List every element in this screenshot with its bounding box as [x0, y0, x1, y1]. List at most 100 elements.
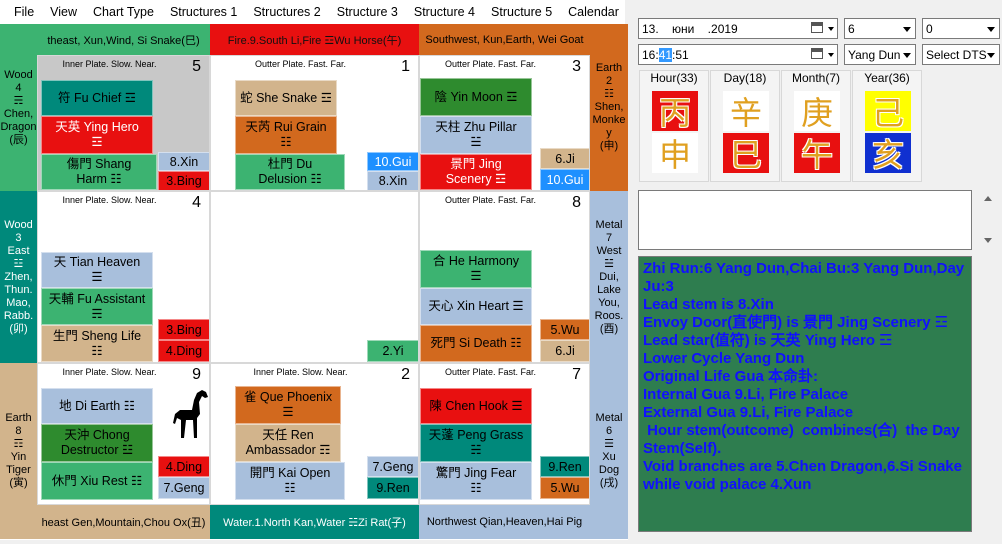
notes-scrollbar[interactable] [975, 190, 1001, 250]
pillar-branch: 申 [652, 133, 698, 174]
door-cell: 傷門 Shang Harm ☷ [41, 154, 157, 190]
horse-icon [173, 390, 208, 438]
pillar-year: Year(36) 己 亥 [852, 70, 922, 182]
menu-structures-1[interactable]: Structures 1 [169, 5, 238, 19]
palace-number: 9 [192, 366, 201, 383]
time-minute-selected: 41 [658, 47, 673, 62]
earth-stem: 10.Gui [540, 169, 589, 190]
deity-cell: 蛇 She Snake ☲ [235, 80, 337, 116]
time-second: :51 [672, 47, 689, 62]
menu-structure-5[interactable]: Structure 5 [491, 5, 553, 19]
deity-cell: 符 Fu Chief ☲ [41, 80, 153, 116]
palace-number: 4 [192, 194, 201, 211]
menu-view[interactable]: View [50, 5, 78, 19]
heaven-stem: 10.Gui [367, 152, 418, 171]
star-cell: 天英 Ying Hero ☲ [41, 116, 153, 154]
pillar-month: Month(7) 庚 午 [781, 70, 851, 182]
earth-stem: 4.Ding [158, 340, 209, 362]
pillar-day: Day(18) 辛 巳 [710, 70, 780, 182]
palace-plate-label: Outter Plate. Fast. Far. [444, 59, 537, 69]
calendar-icon[interactable] [811, 22, 823, 33]
palace-number: 8 [572, 194, 581, 211]
menu-structure-3[interactable]: Structure 3 [336, 5, 398, 19]
scroll-down-icon[interactable] [984, 238, 992, 243]
qimen-chart: theast, Xun,Wind, Si Snake(巳) Fire.9.Sou… [0, 24, 628, 540]
door-cell: 生門 Sheng Life ☷ [41, 325, 153, 362]
palace-number: 3 [572, 58, 581, 75]
palace-8[interactable]: Outter Plate. Fast. Far. 8 合 He Harmony … [419, 191, 590, 363]
star-cell: 天輔 Fu Assistant ☴ [41, 288, 153, 325]
star-cell: 天心 Xin Heart ☰ [420, 288, 532, 325]
deity-cell: 陰 Yin Moon ☲ [420, 78, 532, 116]
menu-file[interactable]: File [14, 5, 35, 19]
deity-cell: 天 Tian Heaven ☰ [41, 252, 153, 288]
palace-number: 1 [401, 58, 410, 75]
palace-3[interactable]: Outter Plate. Fast. Far. 3 陰 Yin Moon ☲ … [419, 55, 590, 191]
dun-select[interactable]: Yang Dun [844, 44, 916, 65]
analysis-text: Zhi Run:6 Yang Dun,Chai Bu:3 Yang Dun,Da… [643, 260, 965, 493]
heaven-stem: 4.Ding [158, 456, 209, 477]
splitter[interactable] [628, 0, 634, 544]
palace-number: 5 [192, 58, 201, 75]
palace-4[interactable]: Inner Plate. Slow. Near. 4 天 Tian Heaven… [37, 191, 210, 363]
deity-cell: 地 Di Earth ☷ [41, 388, 153, 424]
band-southwest: Southwest, Kun,Earth, Wei Goat [419, 24, 590, 55]
analysis-panel: Zhi Run:6 Yang Dun,Chai Bu:3 Yang Dun,Da… [638, 256, 972, 532]
dun-value: Yang Dun [848, 47, 901, 62]
ju-number-select[interactable]: 6 [844, 18, 916, 39]
chevron-down-icon [903, 52, 911, 58]
palace-5[interactable]: Inner Plate. Slow. Near. 5 符 Fu Chief ☲ … [37, 55, 210, 191]
pillar-branch: 亥 [865, 133, 911, 174]
palace-plate-label: Inner Plate. Slow. Near. [62, 195, 157, 205]
door-cell: 死門 Si Death ☷ [420, 325, 532, 362]
band-south: Fire.9.South Li,Fire ☲Wu Horse(午) [210, 24, 419, 55]
palace-1[interactable]: Outter Plate. Fast. Far. 1 蛇 She Snake ☲… [210, 55, 419, 191]
chevron-down-icon [828, 52, 834, 57]
menu-structure-4[interactable]: Structure 4 [413, 5, 476, 19]
star-cell: 天蓬 Peng Grass ☵ [420, 424, 532, 462]
dts-select[interactable]: Select DTS [922, 44, 1000, 65]
star-cell: 天沖 Chong Destructor ☳ [41, 424, 153, 462]
side-southwest: Earth 2 ☷ Shen, Monke y (申) [590, 24, 628, 191]
date-picker[interactable]: 13. юни .2019 [638, 18, 838, 39]
offset-select[interactable]: 0 [922, 18, 1000, 39]
chevron-down-icon [987, 26, 995, 32]
palace-2[interactable]: Inner Plate. Slow. Near. 2 雀 Que Phoenix… [210, 363, 419, 505]
earth-stem: 9.Ren [367, 477, 418, 499]
pillar-stem: 庚 [794, 91, 840, 132]
deity-cell: 雀 Que Phoenix ☰ [235, 386, 341, 424]
band-northeast: heast Gen,Mountain,Chou Ox(丑) [37, 505, 210, 539]
band-southeast: theast, Xun,Wind, Si Snake(巳) [37, 24, 210, 55]
earth-stem: 8.Xin [367, 171, 418, 190]
calendar-icon[interactable] [811, 48, 823, 59]
heaven-stem: 8.Xin [158, 152, 209, 171]
menu-chart-type[interactable]: Chart Type [93, 5, 154, 19]
menu-structures-2[interactable]: Structures 2 [253, 5, 321, 19]
chevron-down-icon [903, 26, 911, 32]
menu-bar: File View Chart Type Structures 1 Struct… [0, 0, 625, 24]
heaven-stem: 5.Wu [540, 319, 589, 340]
heaven-stem: 3.Bing [158, 319, 209, 340]
palace-number: 7 [572, 366, 581, 383]
star-cell: 天任 Ren Ambassador ☶ [235, 424, 341, 462]
palace-number: 2 [401, 366, 410, 383]
time-picker[interactable]: 16: 41:51 [638, 44, 838, 65]
door-cell: 驚門 Jing Fear ☷ [420, 462, 532, 500]
chevron-down-icon [987, 52, 995, 58]
palace-7[interactable]: Outter Plate. Fast. Far. 7 陳 Chen Hook ☰… [419, 363, 590, 505]
palace-9[interactable]: Inner Plate. Slow. Near. 9 地 Di Earth ☷ … [37, 363, 210, 505]
menu-calendar[interactable]: Calendar [568, 5, 619, 19]
earth-stem: 3.Bing [158, 171, 209, 190]
pillar-label: Year(36) [864, 71, 910, 85]
scroll-up-icon[interactable] [984, 196, 992, 201]
door-cell: 景門 Jing Scenery ☲ [420, 154, 532, 190]
side-east: Wood 3 East ☳ Zhen, Thun. Mao, Rabb. (卯) [0, 191, 37, 363]
side-northeast: Earth 8 ☶ Yin Tiger (寅) [0, 363, 37, 539]
pillar-label: Month(7) [791, 71, 841, 85]
chevron-down-icon [828, 26, 834, 31]
earth-stem: 5.Wu [540, 477, 589, 499]
notes-textarea[interactable] [638, 190, 972, 250]
side-west: Metal 7 West ☱ Dui, Lake You, Roos. (酉) [590, 191, 628, 363]
dts-value: Select DTS [926, 47, 987, 62]
heaven-stem: 6.Ji [540, 148, 589, 169]
